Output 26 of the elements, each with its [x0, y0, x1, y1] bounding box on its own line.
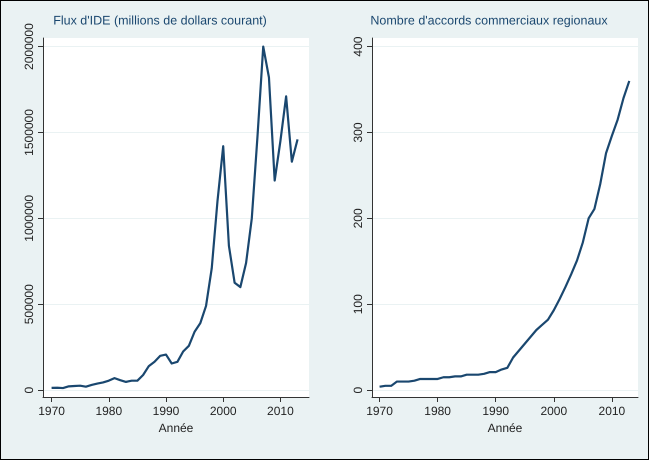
y-tick-label: 0	[22, 386, 36, 394]
y-tick-label: 100	[351, 294, 365, 314]
y-tick-label: 400	[351, 36, 365, 57]
x-tick-label: 2000	[210, 404, 237, 418]
x-tick-label: 2010	[267, 404, 294, 418]
x-tick-label: 1990	[482, 404, 510, 418]
line-series	[50, 45, 299, 390]
x-tick-label: 2010	[598, 404, 626, 418]
x-axis-title: Année	[158, 420, 194, 435]
y-tick-label: 200	[351, 208, 365, 228]
y-tick-label: 1500000	[22, 108, 36, 156]
x-tick-label: 1980	[95, 404, 122, 418]
chart-title: Flux d'IDE (millions de dollars courant)	[53, 14, 267, 28]
y-tick-label: 500000	[22, 284, 36, 324]
x-tick-label: 1970	[366, 404, 394, 418]
chart-title: Nombre d'accords commerciaux regionaux	[370, 14, 608, 28]
line-series	[378, 80, 630, 388]
x-tick-label: 2000	[540, 404, 568, 418]
x-tick-label: 1980	[424, 404, 452, 418]
y-tick-label: 0	[351, 386, 365, 394]
y-tick-label: 2000000	[22, 22, 36, 70]
x-tick-label: 1970	[38, 404, 66, 418]
y-tick-label: 300	[351, 122, 365, 142]
y-tick-label: 1000000	[22, 194, 36, 242]
x-axis-title: Année	[488, 420, 523, 435]
x-tick-label: 1990	[152, 404, 180, 418]
